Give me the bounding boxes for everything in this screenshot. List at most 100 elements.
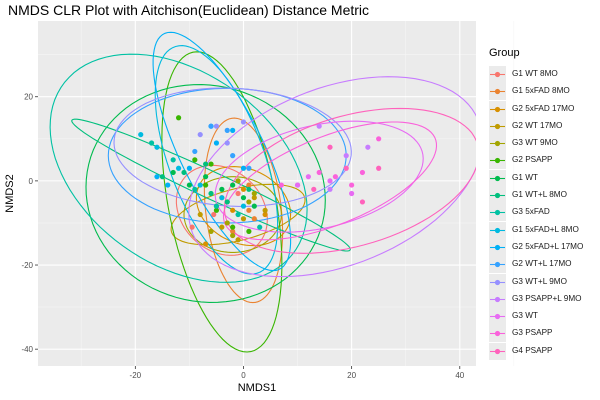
point-series-13-2 (365, 144, 371, 150)
point-series-8-2 (192, 186, 198, 192)
legend-key (489, 308, 506, 326)
point-series-4-0 (208, 228, 214, 234)
legend-key (489, 342, 506, 360)
point-series-7-3 (208, 190, 214, 197)
data-layer (49, 31, 476, 353)
point-series-5-1 (192, 157, 198, 163)
point-series-16-2 (343, 165, 349, 171)
ellipse-series-5 (161, 51, 283, 353)
point-series-10-0 (154, 174, 160, 180)
point-series-12-2 (240, 119, 247, 125)
ellipse-series-15 (222, 121, 438, 241)
point-series-9-4 (219, 195, 225, 201)
point-series-5-5 (246, 228, 252, 234)
point-series-2-4 (203, 241, 209, 247)
point-series-10-5 (240, 165, 247, 171)
legend-key (489, 187, 506, 205)
point-series-5-3 (213, 207, 220, 213)
point-series-3-3 (251, 195, 257, 201)
point-series-16-3 (311, 186, 317, 192)
point-series-9-0 (138, 131, 144, 138)
point-series-6-5 (251, 203, 257, 209)
point-series-9-1 (154, 144, 160, 150)
point-series-3-2 (235, 237, 241, 243)
legend-item: G1 5xFAD 8MO (489, 83, 599, 101)
legend-key (489, 169, 506, 187)
point-series-2-3 (262, 211, 268, 218)
point-series-8-1 (170, 157, 176, 163)
legend-label: G1 5xFAD 8MO (512, 86, 570, 96)
point-series-2-1 (230, 207, 236, 213)
point-series-1-0 (230, 228, 236, 234)
y-tick-label: -20 (21, 261, 33, 270)
legend-key (489, 152, 506, 170)
legend-item: G4 PSAPP (489, 342, 599, 360)
point-series-16-1 (359, 199, 366, 205)
point-series-5-6 (208, 161, 214, 167)
point-series-7-0 (159, 174, 165, 180)
legend-item: G1 WT+L 8MO (489, 187, 599, 205)
legend-label: G3 PSAPP+L 9MO (512, 293, 582, 303)
legend-key (489, 273, 506, 291)
point-series-16-4 (376, 165, 382, 171)
point-series-3-4 (262, 207, 268, 213)
legend-label: G1 WT (512, 172, 538, 182)
point-series-15-2 (332, 174, 339, 180)
point-series-0-1 (211, 211, 217, 218)
legend-label: G3 WT (512, 311, 538, 321)
plot-panel (38, 21, 476, 366)
ellipse-series-13 (188, 76, 476, 278)
legend-key (489, 66, 506, 83)
legend-label: G4 PSAPP (512, 345, 553, 355)
point-series-7-2 (203, 161, 209, 167)
legend-item: G3 WT 9MO (489, 135, 599, 153)
point-series-15-1 (316, 169, 322, 176)
point-series-10-4 (230, 127, 236, 133)
ellipse-series-0 (175, 164, 268, 256)
legend-key (489, 238, 506, 256)
point-series-4-4 (235, 178, 241, 184)
ellipse-series-7 (71, 118, 351, 252)
point-series-12-1 (213, 123, 220, 129)
legend-label: G3 PSAPP (512, 328, 553, 338)
point-series-3-0 (197, 211, 203, 218)
point-series-13-4 (327, 186, 333, 192)
legend-item: G3 PSAPP+L 9MO (489, 290, 599, 308)
point-series-16-0 (327, 144, 333, 150)
point-series-7-1 (181, 169, 187, 176)
point-series-5-0 (175, 115, 182, 121)
point-series-6-1 (186, 182, 193, 188)
legend-key (489, 83, 506, 101)
legend-key (489, 221, 506, 239)
point-series-13-0 (316, 123, 322, 129)
x-axis-label: NMDS1 (238, 382, 277, 394)
point-series-12-0 (197, 131, 203, 138)
point-series-11-0 (192, 148, 198, 155)
point-series-6-4 (240, 195, 247, 201)
legend-item: G2 PSAPP (489, 152, 599, 170)
point-series-14-2 (327, 178, 333, 184)
legend-item: G1 WT (489, 169, 599, 187)
x-tick-label: 0 (241, 371, 246, 380)
point-series-3-5 (240, 216, 247, 222)
y-axis-label: NMDS2 (4, 174, 16, 213)
legend-item: G3 5xFAD (489, 204, 599, 222)
legend-label: G1 WT 8MO (512, 69, 558, 78)
point-series-14-1 (305, 174, 311, 180)
point-series-9-3 (197, 182, 203, 188)
point-series-3-1 (219, 224, 225, 230)
legend-item: G2 WT+L 17MO (489, 256, 599, 274)
point-series-4-2 (224, 220, 230, 226)
point-series-4-5 (251, 190, 257, 197)
y-tick-label: -40 (21, 345, 33, 354)
legend-label: G1 WT+L 8MO (512, 190, 567, 200)
point-series-10-2 (186, 165, 193, 171)
point-series-4-3 (246, 199, 252, 205)
legend: G1 WT 8MO G1 5xFAD 8MO G2 5xFAD 17MO G2 WT … (489, 66, 599, 360)
legend-key (489, 256, 506, 274)
point-series-7-4 (224, 199, 230, 205)
legend-item: G2 WT 17MO (489, 117, 599, 135)
point-series-15-3 (359, 169, 366, 176)
legend-label: G3 WT+L 9MO (512, 276, 567, 286)
